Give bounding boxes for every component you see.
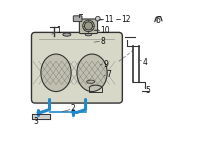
FancyBboxPatch shape [31,32,122,103]
Text: 2: 2 [70,104,75,113]
Text: 3: 3 [33,117,38,126]
Text: 9: 9 [104,60,108,69]
Ellipse shape [77,54,107,92]
Text: 7: 7 [106,70,111,79]
Circle shape [84,22,93,30]
Text: 8: 8 [101,37,105,46]
Ellipse shape [63,33,71,36]
Text: 4: 4 [143,58,147,67]
Text: 6: 6 [156,16,160,25]
FancyBboxPatch shape [73,16,82,22]
Text: 11: 11 [104,15,114,24]
Text: 1: 1 [56,26,61,35]
FancyBboxPatch shape [79,19,98,34]
Ellipse shape [85,33,92,36]
Text: 10: 10 [100,26,110,35]
Circle shape [96,16,100,21]
Ellipse shape [41,54,71,92]
Text: 12: 12 [122,15,131,24]
Text: 5: 5 [145,86,150,95]
